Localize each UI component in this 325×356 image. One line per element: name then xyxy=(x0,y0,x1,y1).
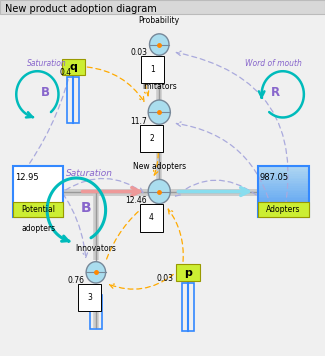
Text: q: q xyxy=(69,62,77,72)
Bar xyxy=(258,214,309,215)
Text: R: R xyxy=(271,86,280,99)
Circle shape xyxy=(86,262,106,283)
Bar xyxy=(258,212,309,214)
Bar xyxy=(258,188,309,190)
Bar xyxy=(258,171,309,172)
Text: 1: 1 xyxy=(150,65,155,74)
Text: 12.95: 12.95 xyxy=(15,173,38,182)
Bar xyxy=(258,197,309,198)
Circle shape xyxy=(148,179,170,204)
Bar xyxy=(258,200,309,201)
Bar xyxy=(258,169,309,171)
Text: Probability: Probability xyxy=(139,16,180,25)
Text: 0.03: 0.03 xyxy=(131,48,148,57)
Text: 12.46: 12.46 xyxy=(125,197,147,205)
Text: Saturation: Saturation xyxy=(66,169,113,178)
Bar xyxy=(258,215,309,217)
Bar xyxy=(258,193,309,195)
Bar xyxy=(258,176,309,178)
FancyBboxPatch shape xyxy=(13,202,63,217)
Text: p: p xyxy=(184,268,192,278)
Bar xyxy=(258,210,309,212)
Text: Imitators: Imitators xyxy=(142,82,176,91)
Bar xyxy=(258,190,309,192)
Text: Word of mouth: Word of mouth xyxy=(244,59,302,68)
Text: Potential: Potential xyxy=(21,205,55,214)
FancyBboxPatch shape xyxy=(258,202,309,217)
Text: 2: 2 xyxy=(149,134,154,143)
Bar xyxy=(258,203,309,205)
Text: adopters: adopters xyxy=(21,224,55,233)
Circle shape xyxy=(148,100,170,124)
Bar xyxy=(258,186,309,188)
Bar xyxy=(258,201,309,203)
Text: 0.76: 0.76 xyxy=(68,276,84,285)
Bar xyxy=(258,172,309,174)
Text: 0.4: 0.4 xyxy=(59,68,72,77)
Bar xyxy=(258,198,309,200)
Bar xyxy=(258,167,309,169)
FancyBboxPatch shape xyxy=(13,166,63,217)
Text: 0.03: 0.03 xyxy=(157,274,174,283)
Bar xyxy=(258,191,309,193)
Bar xyxy=(258,195,309,197)
Bar xyxy=(258,178,309,179)
Text: 3: 3 xyxy=(87,293,92,302)
Text: 11.7: 11.7 xyxy=(130,117,147,126)
Circle shape xyxy=(150,34,169,55)
Bar xyxy=(258,174,309,176)
Text: B: B xyxy=(81,201,91,215)
Text: Adopters: Adopters xyxy=(266,205,301,214)
Bar xyxy=(258,209,309,210)
Bar xyxy=(258,166,309,167)
Text: Saturation: Saturation xyxy=(27,59,67,68)
Bar xyxy=(258,181,309,183)
FancyBboxPatch shape xyxy=(62,59,84,75)
FancyBboxPatch shape xyxy=(0,0,325,14)
FancyBboxPatch shape xyxy=(176,264,200,281)
Text: New product adoption diagram: New product adoption diagram xyxy=(5,4,157,14)
Text: B: B xyxy=(41,86,50,99)
Text: New adopters: New adopters xyxy=(133,162,186,171)
Bar xyxy=(258,183,309,184)
Bar xyxy=(258,207,309,209)
Bar xyxy=(258,179,309,181)
Text: 987.05: 987.05 xyxy=(260,173,289,182)
Bar xyxy=(258,184,309,186)
Bar xyxy=(258,205,309,207)
Text: 4: 4 xyxy=(149,213,154,222)
Text: Innovators: Innovators xyxy=(75,244,116,253)
